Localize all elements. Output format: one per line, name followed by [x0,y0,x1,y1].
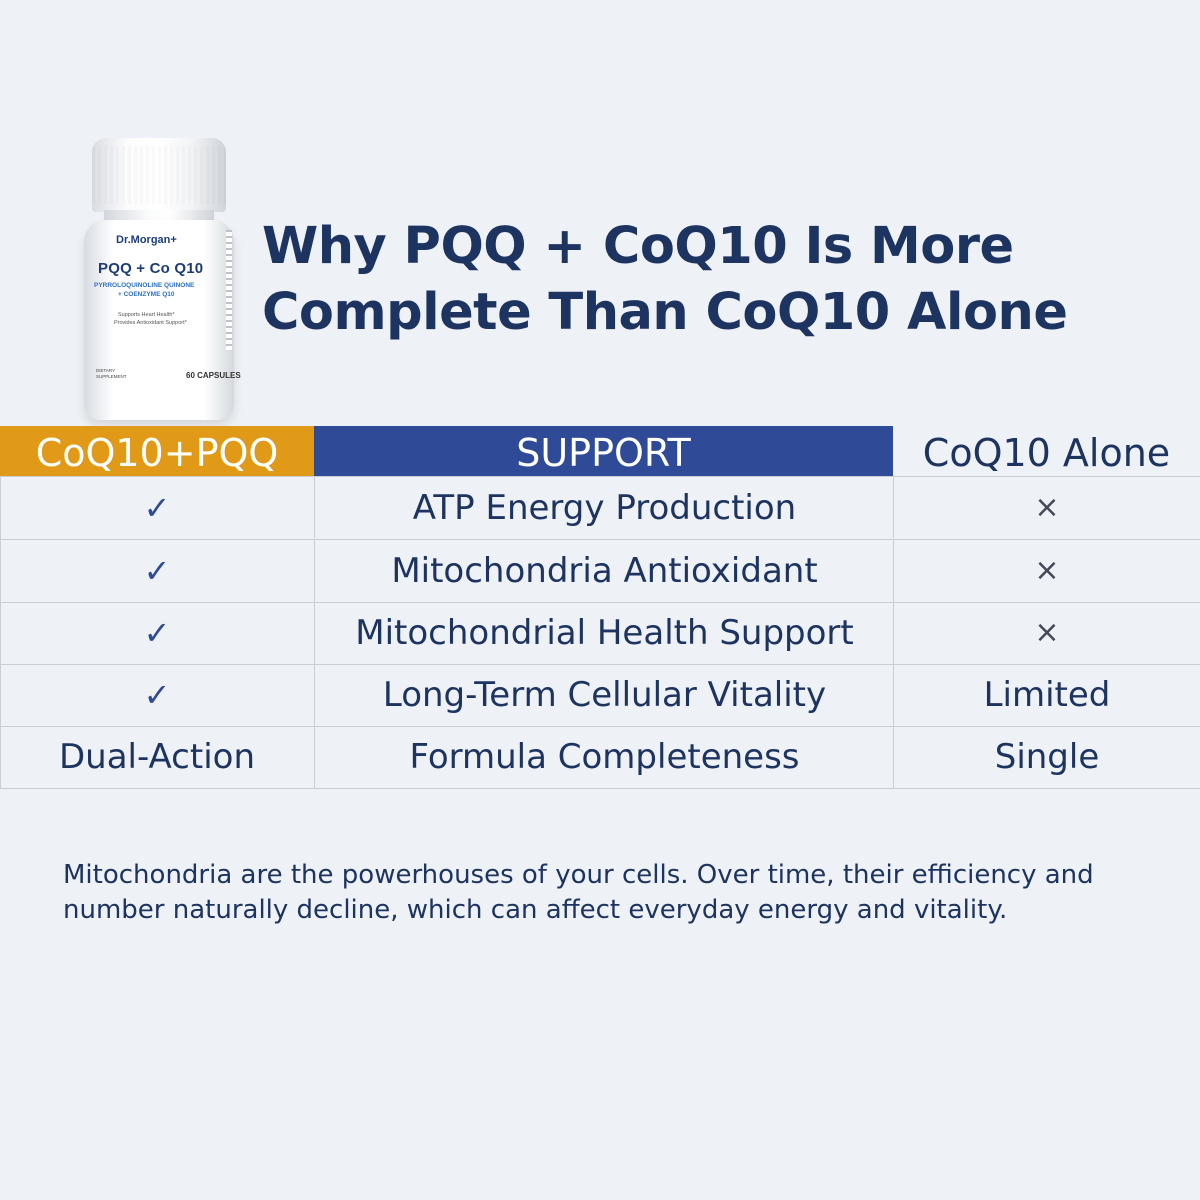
table-body: ✓ ATP Energy Production × ✓ Mitochondria… [0,476,1200,789]
bottle-body [84,220,234,420]
header-support: SUPPORT [314,426,893,476]
cross-icon: × [893,602,1200,664]
table-row: ✓ ATP Energy Production × [0,477,1200,540]
header-alone: CoQ10 Alone [893,426,1200,476]
brand-logo: Dr.Morgan+ [116,234,177,246]
table-row: ✓ Mitochondrial Health Support × [0,602,1200,665]
header-combo-label: CoQ10+PQQ [35,431,279,475]
support-cell: ATP Energy Production [314,477,894,538]
dietary-label-2: SUPPLEMENT [96,374,127,379]
supplement-facts-panel [226,230,232,350]
table-left-border [0,476,1,788]
product-name: PQQ + Co Q10 [98,260,204,277]
header-support-label: SUPPORT [516,431,691,475]
product-bottle-image: Dr.Morgan+ PQQ + Co Q10 PYRROLOQUINOLINE… [84,138,241,420]
check-icon: ✓ [143,489,171,527]
cross-icon: × [893,540,1200,602]
table-row: ✓ Mitochondria Antioxidant × [0,540,1200,603]
support-cell: Mitochondria Antioxidant [314,540,894,602]
header-combo: CoQ10+PQQ [0,426,314,476]
description-line-2: number naturally decline, which can affe… [63,895,1008,925]
check-icon: ✓ [143,614,171,652]
check-icon: ✓ [143,676,171,714]
bottle-cap [92,138,226,212]
alone-cell: Single [893,726,1200,788]
combo-cell: Dual-Action [58,737,255,777]
description-paragraph: Mitochondria are the powerhouses of your… [63,858,1163,928]
bottle-neck [104,210,214,222]
dietary-label-1: DIETARY [96,368,116,373]
check-icon: ✓ [143,552,171,590]
product-subtitle-2: + COENZYME Q10 [118,291,175,298]
bottle-label: Dr.Morgan+ PQQ + Co Q10 PYRROLOQUINOLINE… [90,230,241,400]
support-cell: Mitochondrial Health Support [314,602,894,664]
support-cell: Long-Term Cellular Vitality [314,664,894,726]
support-cell: Formula Completeness [314,726,894,788]
page-title: Why PQQ + CoQ10 Is More Complete Than Co… [262,214,1182,346]
benefit-2: Provides Antioxidant Support* [114,320,187,326]
capsule-count: 60 CAPSULES [186,371,241,380]
benefit-1: Supports Heart Health* [118,312,175,318]
description-line-1: Mitochondria are the powerhouses of your… [63,860,1094,890]
cross-icon: × [893,477,1200,538]
product-subtitle-1: PYRROLOQUINOLINE QUINONE [94,282,195,289]
table-row: ✓ Long-Term Cellular Vitality Limited [0,664,1200,727]
title-line-1: Why PQQ + CoQ10 Is More [262,217,1014,276]
table-row: Dual-Action Formula Completeness Single [0,726,1200,789]
title-line-2: Complete Than CoQ10 Alone [262,283,1068,342]
header-alone-label: CoQ10 Alone [922,431,1171,475]
alone-cell: Limited [893,664,1200,726]
